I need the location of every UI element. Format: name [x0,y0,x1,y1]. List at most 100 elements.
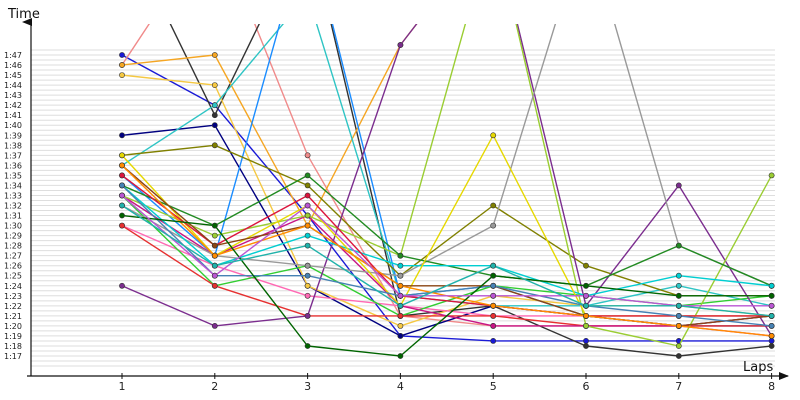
data-point [119,72,125,78]
data-point [304,292,311,299]
y-tick-label: 1:20 [4,322,22,331]
series-line [121,24,418,227]
data-point [304,202,311,209]
data-point [675,302,682,309]
series-1 [119,52,775,344]
y-tick-label: 1:45 [4,71,22,80]
series-line [121,144,772,297]
y-tick-label: 1:35 [4,171,22,180]
series-line [121,194,772,307]
data-point [119,282,125,289]
series-14 [119,24,775,339]
data-point [211,102,218,109]
data-point [211,272,218,279]
data-point [768,343,775,349]
data-point [119,52,125,58]
data-point [211,252,218,259]
series-line [169,24,772,357]
data-point [119,172,125,179]
data-point [211,122,218,129]
x-tick-label: 1 [119,380,126,393]
data-point [583,302,589,309]
series-8 [119,24,775,329]
data-point [119,152,125,159]
axes [22,18,789,380]
data-point [304,262,311,269]
series-6 [119,24,418,229]
x-tick-label: 3 [304,380,311,393]
data-point [675,322,682,329]
y-tick-label: 1:25 [4,272,22,281]
data-point [768,312,775,319]
data-point [119,192,125,199]
y-tick-label: 1:28 [4,242,22,251]
data-point [211,112,218,119]
data-point [490,202,497,209]
data-point [397,332,404,339]
data-point [304,232,311,239]
series-line [121,54,772,342]
data-point [304,182,311,189]
data-point [583,337,589,344]
series-24 [119,212,775,359]
data-point [490,337,497,344]
y-axis-title: Time [7,7,40,22]
data-point [397,262,404,269]
y-tick-label: 1:34 [4,181,22,190]
data-point [490,222,497,229]
data-point [675,282,682,289]
y-tick-label: 1:37 [4,151,22,160]
x-tick-label: 5 [490,380,497,393]
y-tick-label: 1:47 [4,51,22,60]
data-point [397,42,404,48]
series-line [121,24,773,337]
data-point [397,302,404,309]
data-point [211,262,218,269]
series-2 [119,24,775,339]
data-point [768,282,775,289]
grid-lines [31,49,775,367]
y-tick-label: 1:33 [4,191,22,200]
data-point [397,322,404,329]
y-tick-label: 1:38 [4,141,22,150]
series-line [121,184,772,327]
y-tick-label: 1:17 [4,352,22,361]
x-tick-label: 6 [583,380,590,393]
data-point [675,272,682,279]
y-tick-label: 1:43 [4,91,22,100]
data-point [397,252,404,259]
data-point [675,343,682,349]
data-point [490,292,497,299]
data-point [304,312,311,319]
data-point [675,182,682,189]
data-point [583,312,589,319]
x-tick-label: 4 [397,380,404,393]
series-line [121,214,772,357]
y-tick-label: 1:42 [4,101,22,110]
data-point [397,282,404,289]
y-tick-label: 1:29 [4,232,22,241]
x-tick-label: 8 [768,380,775,393]
data-point [211,222,218,229]
data-point [768,322,775,329]
data-point [304,212,311,219]
y-tick-label: 1:24 [4,282,22,291]
data-point [675,242,682,249]
series-line [121,24,772,307]
data-point [490,302,497,309]
data-point [119,222,125,229]
data-point [490,262,497,269]
series-line [121,24,773,347]
data-point [211,52,218,58]
data-point [211,322,218,329]
data-point [304,343,311,349]
data-point [397,353,404,359]
tick-labels: 1:171:181:191:201:211:221:231:241:251:26… [4,51,775,393]
y-tick-label: 1:30 [4,222,22,231]
data-point [768,332,775,339]
data-point [119,212,125,219]
y-tick-label: 1:27 [4,252,22,261]
data-point [119,132,125,139]
data-point [211,142,218,149]
